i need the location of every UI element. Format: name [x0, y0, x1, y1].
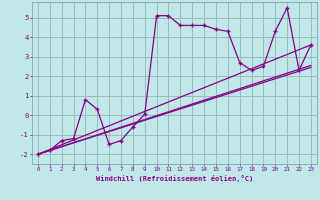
- X-axis label: Windchill (Refroidissement éolien,°C): Windchill (Refroidissement éolien,°C): [96, 175, 253, 182]
